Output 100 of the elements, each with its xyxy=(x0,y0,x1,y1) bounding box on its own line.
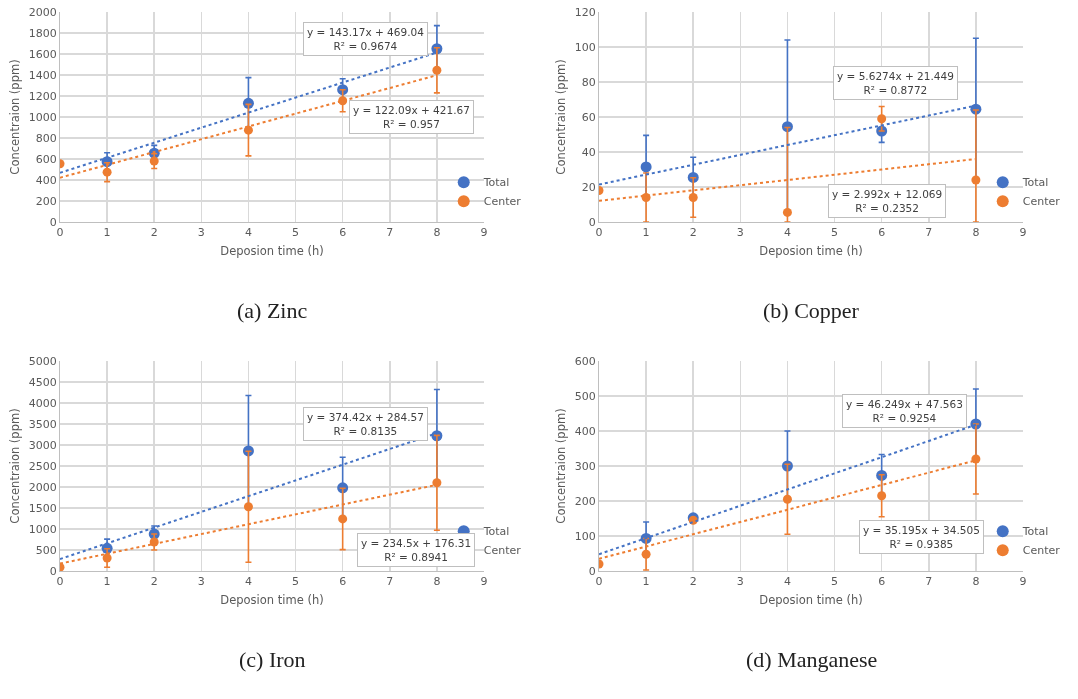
y-tick-label: 80 xyxy=(581,75,596,89)
x-tick-label: 1 xyxy=(103,575,111,589)
y-tick-label: 0 xyxy=(49,215,57,229)
y-tick-label: 400 xyxy=(574,424,596,438)
y-tick-label: 500 xyxy=(574,389,596,403)
x-tick-label: 8 xyxy=(433,575,441,589)
x-axis-title: Deposion time (h) xyxy=(220,243,324,258)
point xyxy=(102,167,112,177)
y-tick-label: 600 xyxy=(35,152,57,166)
text: Center xyxy=(483,544,522,558)
point xyxy=(149,156,159,166)
legend-label: Center xyxy=(1022,195,1061,209)
point xyxy=(971,175,981,185)
x-tick-label: 9 xyxy=(480,575,488,589)
y-axis-title: Concentraion (ppm) xyxy=(8,408,23,524)
point xyxy=(641,549,651,559)
legend-label: Total xyxy=(482,525,510,539)
x-tick-label: 4 xyxy=(244,226,252,240)
y-tick-label: 1000 xyxy=(28,110,57,124)
x-tick-label: 8 xyxy=(433,226,441,240)
y-tick-label: 1500 xyxy=(28,501,57,515)
point xyxy=(432,478,442,488)
y-tick-label: 200 xyxy=(35,194,57,208)
y-tick-label: 2000 xyxy=(28,5,57,19)
x-tick-label: 3 xyxy=(197,575,205,589)
y-tick-label: 400 xyxy=(35,173,57,187)
x-tick-label: 6 xyxy=(339,575,347,589)
y-axis-title: Concentraion (ppm) xyxy=(8,59,23,175)
x-tick-label: 9 xyxy=(1019,226,1027,240)
x-tick-label: 9 xyxy=(1019,575,1027,589)
x-tick-label: 6 xyxy=(878,575,886,589)
x-tick-label: 8 xyxy=(972,226,980,240)
legend-label: Total xyxy=(1021,176,1049,190)
x-tick-label: 5 xyxy=(292,226,300,240)
y-tick-label: 5000 xyxy=(28,354,57,368)
x-tick-label: 2 xyxy=(150,575,158,589)
x-tick-label: 7 xyxy=(386,575,394,589)
annotation: y = 5.6274x + 21.449 R² = 0.8772 xyxy=(837,70,954,96)
x-tick-label: 1 xyxy=(103,226,111,240)
x-tick-label: 6 xyxy=(878,226,886,240)
point xyxy=(640,161,652,173)
x-tick-label: 5 xyxy=(292,575,300,589)
text: (a) Zinc xyxy=(237,298,308,323)
annotation: y = 234.5x + 176.31 R² = 0.8941 xyxy=(361,537,472,563)
annotation: y = 2.992x + 12.069 R² = 0.2352 xyxy=(832,188,943,214)
x-tick-label: 7 xyxy=(386,226,394,240)
x-tick-label: 1 xyxy=(642,226,650,240)
x-axis-title: Deposion time (h) xyxy=(759,592,863,607)
x-tick-label: 2 xyxy=(689,575,697,589)
y-tick-label: 3500 xyxy=(28,417,57,431)
y-tick-label: 2000 xyxy=(28,480,57,494)
y-tick-label: 600 xyxy=(574,354,596,368)
annotation: y = 143.17x + 469.04 R² = 0.9674 xyxy=(307,26,425,52)
annotation: y = 122.09x + 421.67 R² = 0.957 xyxy=(353,104,470,130)
legend-label: Center xyxy=(1022,544,1061,558)
x-axis-title: Deposion time (h) xyxy=(220,592,324,607)
y-tick-label: 100 xyxy=(574,40,596,54)
y-tick-label: 60 xyxy=(581,110,596,124)
y-tick-label: 1800 xyxy=(28,26,57,40)
text: (c) Iron xyxy=(239,647,306,672)
x-tick-label: 6 xyxy=(339,226,347,240)
y-tick-label: 1400 xyxy=(28,68,57,82)
y-tick-label: 800 xyxy=(35,131,57,145)
x-tick-label: 7 xyxy=(925,575,933,589)
x-tick-label: 3 xyxy=(197,226,205,240)
y-tick-label: 100 xyxy=(574,529,596,543)
x-tick-label: 8 xyxy=(972,575,980,589)
x-tick-label: 7 xyxy=(925,226,933,240)
y-axis-title: Concentraion (ppm) xyxy=(554,408,569,524)
y-tick-label: 120 xyxy=(574,5,596,19)
point xyxy=(782,494,792,504)
y-tick-label: 4000 xyxy=(28,396,57,410)
y-tick-label: 3000 xyxy=(28,438,57,452)
text: (b) Copper xyxy=(763,298,860,323)
point xyxy=(971,454,981,464)
annotation: y = 374.42x + 284.57 R² = 0.8135 xyxy=(307,411,424,437)
point xyxy=(102,553,112,563)
point xyxy=(688,193,698,202)
x-tick-label: 4 xyxy=(244,575,252,589)
x-tick-label: 4 xyxy=(783,226,791,240)
x-tick-label: 2 xyxy=(689,226,697,240)
legend-label: Total xyxy=(1021,525,1049,539)
x-tick-label: 5 xyxy=(831,575,839,589)
y-tick-label: 2500 xyxy=(28,459,57,473)
text: (d) Manganese xyxy=(746,647,878,672)
y-tick-label: 0 xyxy=(49,564,57,578)
y-tick-label: 1000 xyxy=(28,522,57,536)
x-tick-label: 3 xyxy=(736,226,744,240)
y-tick-label: 300 xyxy=(574,459,596,473)
y-tick-label: 500 xyxy=(35,543,57,557)
annotation: y = 35.195x + 34.505 R² = 0.9385 xyxy=(863,524,980,550)
y-tick-label: 0 xyxy=(588,564,596,578)
x-tick-label: 1 xyxy=(642,575,650,589)
x-tick-label: 3 xyxy=(736,575,744,589)
y-tick-label: 20 xyxy=(581,180,596,194)
point xyxy=(432,65,442,75)
y-tick-label: 1200 xyxy=(28,89,57,103)
x-axis-title: Deposion time (h) xyxy=(759,243,863,258)
x-tick-label: 9 xyxy=(480,226,488,240)
point xyxy=(782,207,792,217)
